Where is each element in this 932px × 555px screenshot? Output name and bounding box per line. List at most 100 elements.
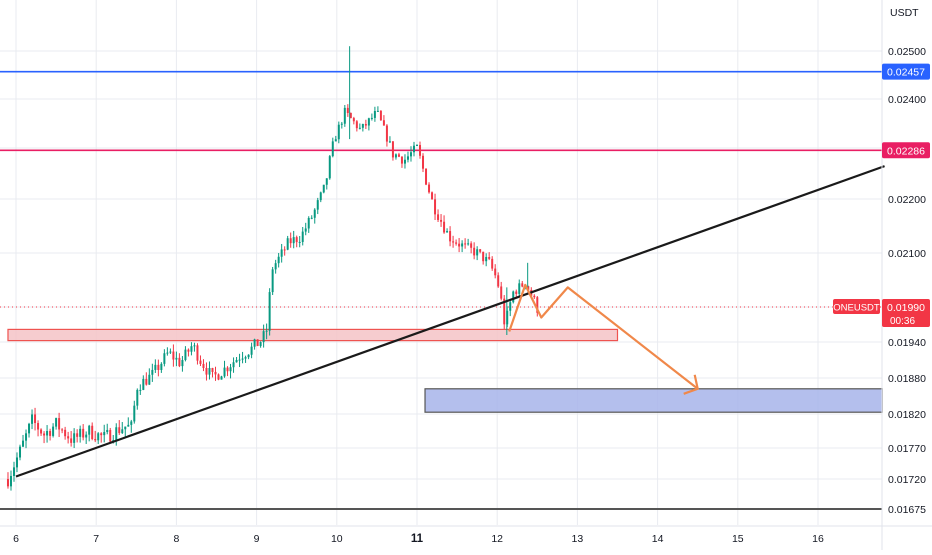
candle xyxy=(19,444,22,461)
candle xyxy=(403,154,406,169)
drawings-layer xyxy=(15,165,885,478)
candle xyxy=(265,323,268,340)
candle xyxy=(313,208,316,224)
candle xyxy=(488,252,491,261)
price-tick-label: 0.01940 xyxy=(888,337,926,349)
candle xyxy=(431,191,434,200)
candle xyxy=(130,419,133,433)
candle xyxy=(85,431,88,444)
candle xyxy=(175,351,178,367)
candle xyxy=(434,193,437,221)
time-tick-label: 6 xyxy=(13,533,19,545)
candle xyxy=(370,113,373,121)
candle xyxy=(440,214,443,227)
candle xyxy=(154,359,157,373)
projection-arrowhead xyxy=(683,374,699,395)
candle xyxy=(461,240,464,253)
last-price-tag xyxy=(882,299,930,327)
trendline[interactable] xyxy=(15,165,885,478)
candle xyxy=(446,228,449,233)
candle xyxy=(419,141,422,159)
candle xyxy=(325,178,328,190)
candle xyxy=(79,425,82,443)
candle xyxy=(497,272,500,288)
candle xyxy=(103,424,106,443)
candle xyxy=(373,106,376,122)
candle xyxy=(208,361,211,380)
candle xyxy=(25,429,28,449)
time-tick-label: 14 xyxy=(652,533,664,545)
candle xyxy=(364,119,367,130)
candle xyxy=(271,266,274,296)
candle xyxy=(289,232,292,248)
candle xyxy=(331,137,334,158)
candle xyxy=(355,120,358,132)
candle xyxy=(262,324,265,348)
time-tick-label: 7 xyxy=(93,533,99,545)
candle xyxy=(70,431,73,447)
candle xyxy=(412,141,415,157)
candle xyxy=(352,116,355,125)
candle xyxy=(473,242,476,260)
candle xyxy=(322,184,325,194)
candle xyxy=(157,359,160,377)
candle xyxy=(241,351,244,364)
candle xyxy=(283,246,286,256)
price-tick-label: 0.02100 xyxy=(888,248,926,260)
horizontal-levels-layer xyxy=(0,70,882,510)
candle xyxy=(316,197,319,215)
candle xyxy=(500,281,503,301)
candle xyxy=(337,121,340,144)
level-tag-0 xyxy=(882,63,930,80)
candle xyxy=(250,342,253,359)
candle xyxy=(151,363,154,382)
support-zone[interactable] xyxy=(7,328,619,342)
candle xyxy=(485,253,488,267)
candle xyxy=(452,235,455,248)
candle xyxy=(181,356,184,372)
candle xyxy=(12,461,15,482)
candle xyxy=(455,239,458,246)
last-price-text: 0.01990 xyxy=(887,302,925,314)
candle xyxy=(205,362,208,381)
candle xyxy=(385,124,388,147)
zones-layer xyxy=(7,328,883,413)
candle xyxy=(235,357,238,363)
candle xyxy=(361,123,364,132)
candle xyxy=(464,238,467,249)
candle xyxy=(106,423,109,435)
candle xyxy=(467,238,470,246)
candle xyxy=(211,367,214,378)
candle xyxy=(220,375,223,380)
candle xyxy=(340,121,343,129)
candle xyxy=(172,344,175,367)
candle xyxy=(268,288,271,336)
candle xyxy=(379,110,382,121)
candle xyxy=(349,112,352,119)
candle xyxy=(34,407,37,431)
candle xyxy=(109,427,112,443)
time-tick-label: 12 xyxy=(491,533,503,545)
candle xyxy=(428,182,431,194)
candle xyxy=(226,366,229,377)
symbol-tag xyxy=(833,299,880,314)
candle xyxy=(494,264,497,279)
candle xyxy=(382,115,385,126)
target-zone[interactable] xyxy=(424,388,883,413)
candle xyxy=(52,423,55,438)
time-axis[interactable]: 6 7 8 9 10 11 12 13 14 15 16 xyxy=(0,525,932,545)
candle xyxy=(334,135,337,142)
candle xyxy=(163,349,166,367)
candle xyxy=(422,153,425,173)
candle xyxy=(280,243,283,263)
candle xyxy=(76,429,79,443)
candle xyxy=(533,294,536,299)
projection-path[interactable] xyxy=(508,283,699,390)
candle xyxy=(259,341,262,348)
candle xyxy=(217,373,220,381)
candle xyxy=(61,428,64,434)
candle xyxy=(190,342,193,356)
candle xyxy=(187,348,190,357)
candle xyxy=(274,259,277,274)
